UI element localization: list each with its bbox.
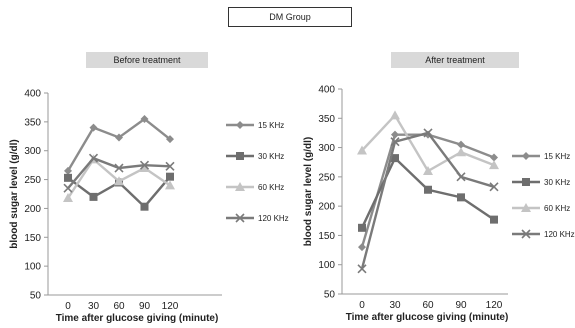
before-legend-marker xyxy=(235,213,245,223)
chart-title-before: Before treatment xyxy=(86,52,208,68)
after-y-tick-label: 150 xyxy=(318,231,335,242)
after-x-tick-label: 90 xyxy=(455,300,467,311)
after-data-point xyxy=(457,193,465,202)
before-x-tick-label: 0 xyxy=(65,301,71,312)
after-data-point xyxy=(490,153,498,162)
after-y-tick-label: 250 xyxy=(318,172,335,183)
after-legend-marker xyxy=(521,203,531,212)
before-data-point xyxy=(166,135,174,144)
before-legend-label: 30 KHz xyxy=(258,152,284,161)
after-data-point xyxy=(390,137,400,147)
after-data-point xyxy=(456,172,466,182)
after-legend-marker xyxy=(522,152,530,160)
after-legend-label: 15 KHz xyxy=(544,152,570,161)
before-x-tick-label: 60 xyxy=(113,301,125,312)
after-x-axis-label: Time after glucose giving (minute) xyxy=(346,312,509,323)
before-legend-label: 15 KHz xyxy=(258,121,284,130)
before-y-tick-label: 400 xyxy=(24,89,41,100)
before-y-tick-label: 150 xyxy=(24,233,41,244)
after-y-tick-label: 300 xyxy=(318,143,335,154)
before-legend-marker xyxy=(236,152,244,160)
after-data-point xyxy=(391,130,399,139)
after-data-point xyxy=(358,223,366,232)
after-x-tick-label: 120 xyxy=(486,300,503,311)
before-data-point xyxy=(115,133,123,142)
before-x-tick-label: 30 xyxy=(88,301,100,312)
before-data-point xyxy=(89,192,98,201)
after-data-point xyxy=(423,128,433,138)
after-y-tick-label: 400 xyxy=(318,85,335,96)
after-data-point xyxy=(456,147,466,157)
before-data-point xyxy=(63,193,73,203)
before-data-point xyxy=(165,161,175,171)
after-series-line xyxy=(360,131,495,270)
after-series-line xyxy=(361,113,495,173)
after-y-tick-label: 50 xyxy=(324,290,336,301)
after-x-tick-label: 0 xyxy=(359,300,365,311)
before-y-tick-label: 200 xyxy=(24,204,41,215)
after-y-tick-label: 350 xyxy=(318,114,335,125)
before-y-tick-label: 50 xyxy=(30,291,42,302)
after-data-point xyxy=(489,160,499,170)
before-x-tick-label: 90 xyxy=(139,301,151,312)
before-data-point xyxy=(165,180,175,190)
before-y-tick-label: 100 xyxy=(24,262,41,273)
before-x-axis-label: Time after glucose giving (minute) xyxy=(56,313,219,324)
after-x-tick-label: 60 xyxy=(422,300,434,311)
before-legend-marker xyxy=(236,121,244,129)
before-x-tick-label: 120 xyxy=(162,301,179,312)
chart-title-after: After treatment xyxy=(391,52,519,68)
after-legend-marker xyxy=(522,178,530,186)
group-label: DM Group xyxy=(228,7,352,27)
after-legend-label: 120 KHz xyxy=(544,230,575,239)
before-data-point xyxy=(139,160,150,170)
before-y-tick-label: 300 xyxy=(24,146,41,157)
before-y-tick-label: 350 xyxy=(24,117,41,128)
after-data-point xyxy=(424,185,432,194)
after-data-point xyxy=(423,166,433,175)
after-data-point xyxy=(357,264,367,274)
before-y-axis-label: blood sugar level (g/dl) xyxy=(9,139,20,248)
before-data-point xyxy=(64,173,72,182)
after-y-tick-label: 200 xyxy=(318,202,335,213)
after-y-tick-label: 100 xyxy=(318,260,335,271)
after-data-point xyxy=(489,182,499,192)
after-data-point xyxy=(457,140,465,149)
after-data-point xyxy=(390,110,400,120)
before-data-point xyxy=(64,166,72,175)
after-legend-marker xyxy=(521,229,531,239)
before-data-point xyxy=(89,123,98,132)
before-y-tick-label: 250 xyxy=(24,175,41,186)
before-legend-label: 120 KHz xyxy=(258,214,289,223)
after-x-tick-label: 30 xyxy=(389,300,401,311)
after-data-point xyxy=(358,243,366,252)
before-data-point xyxy=(166,172,174,181)
after-legend-label: 30 KHz xyxy=(544,178,570,187)
before-data-point xyxy=(88,153,99,163)
after-data-point xyxy=(490,215,498,224)
before-data-point xyxy=(63,183,73,193)
before-data-point xyxy=(140,202,149,211)
before-data-point xyxy=(114,176,124,186)
before-data-point xyxy=(140,114,149,123)
after-legend-label: 60 KHz xyxy=(544,204,570,213)
before-data-point xyxy=(114,163,124,173)
before-legend-label: 60 KHz xyxy=(258,183,284,192)
after-data-point xyxy=(391,154,399,163)
before-legend-marker xyxy=(235,182,245,191)
after-y-axis-label: blood sugar level (g/dl) xyxy=(303,137,314,246)
after-data-point xyxy=(357,145,367,155)
before-data-point xyxy=(139,163,150,173)
